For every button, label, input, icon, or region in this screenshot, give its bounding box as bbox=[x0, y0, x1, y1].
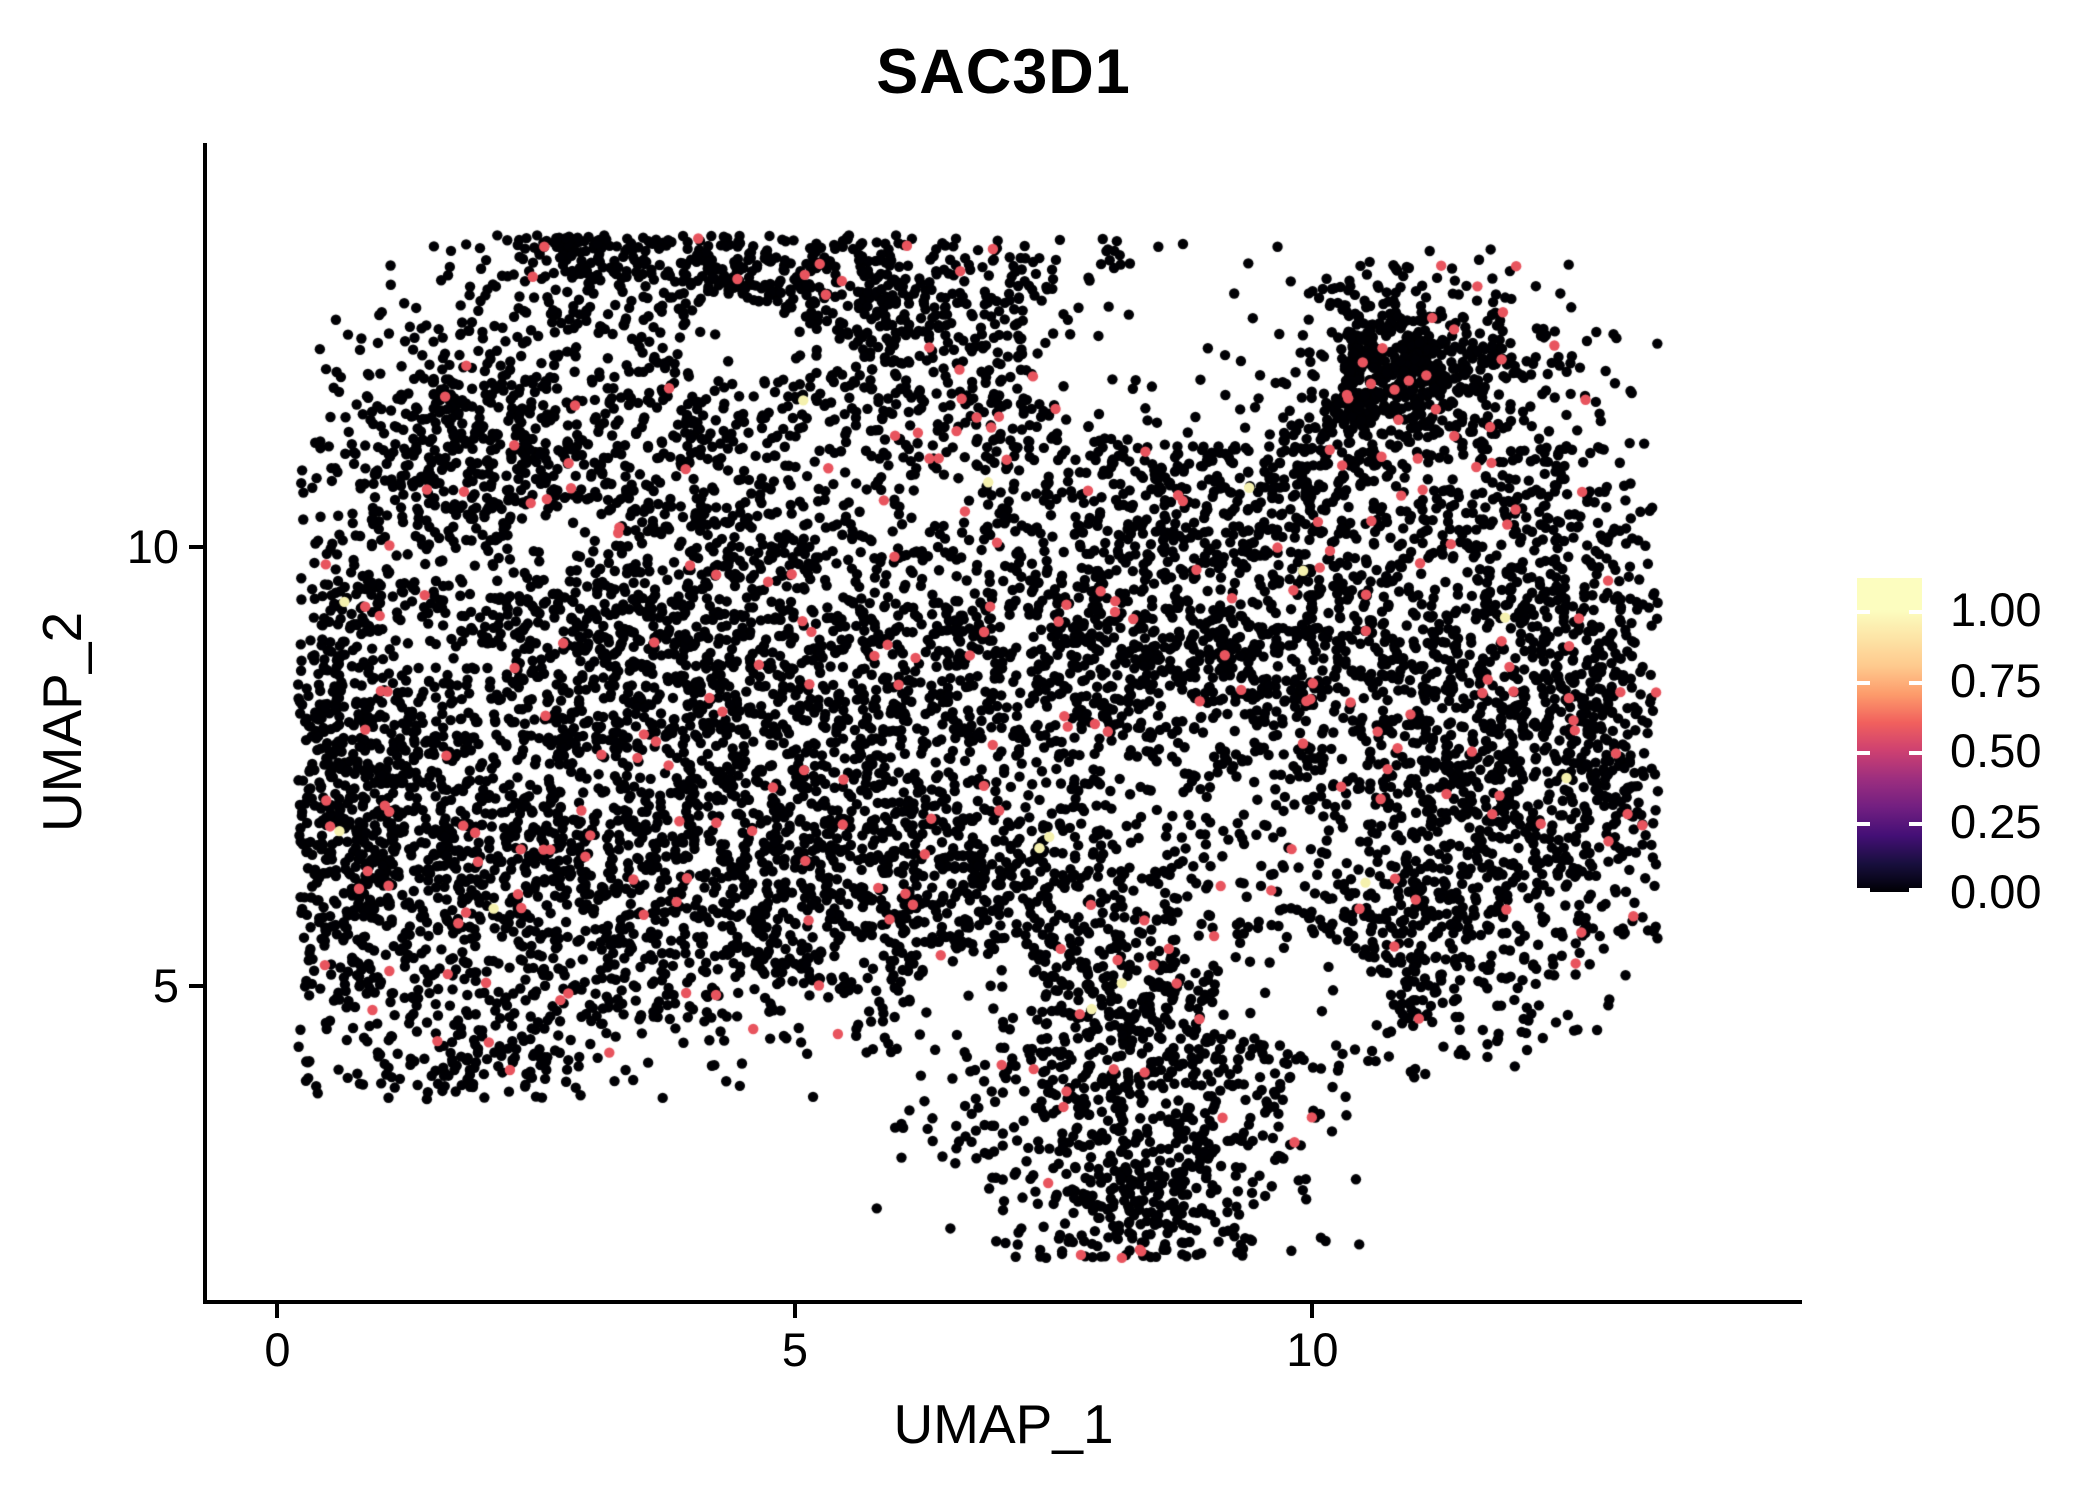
colorbar-label-0.50: 0.50 bbox=[1950, 724, 2042, 778]
colorbar-notch-0.00-r bbox=[1909, 888, 1922, 892]
colorbar-notch-0.75 bbox=[1857, 680, 1870, 685]
colorbar-notch-0.75-r bbox=[1909, 680, 1922, 685]
colorbar-notch-0.50-r bbox=[1909, 751, 1922, 755]
colorbar-label-0.00: 0.00 bbox=[1950, 865, 2042, 919]
y-tick-label-10: 10 bbox=[126, 520, 179, 574]
y-axis-title: UMAP_2 bbox=[31, 611, 93, 833]
x-tick-0 bbox=[275, 1304, 280, 1318]
y-tick-10 bbox=[189, 544, 203, 549]
x-tick-label-0: 0 bbox=[264, 1323, 291, 1376]
y-axis-line bbox=[203, 143, 207, 1304]
colorbar-label-1.00: 1.00 bbox=[1950, 583, 2042, 637]
colorbar-notch-1.00 bbox=[1857, 610, 1870, 615]
colorbar-gradient bbox=[1857, 578, 1922, 892]
x-tick-label-10: 10 bbox=[1286, 1323, 1339, 1376]
x-tick-10 bbox=[1310, 1304, 1315, 1318]
x-axis-title: UMAP_1 bbox=[893, 1393, 1114, 1455]
colorbar-notch-0.00 bbox=[1857, 888, 1870, 892]
colorbar-notch-1.00-r bbox=[1909, 610, 1922, 615]
y-tick-5 bbox=[189, 983, 203, 988]
colorbar-label-0.75: 0.75 bbox=[1950, 653, 2042, 707]
x-axis-line bbox=[203, 1300, 1802, 1304]
colorbar-notch-0.50 bbox=[1857, 751, 1870, 755]
x-tick-label-5: 5 bbox=[781, 1323, 809, 1376]
plot-title: SAC3D1 bbox=[876, 37, 1131, 107]
y-tick-label-5: 5 bbox=[152, 959, 179, 1013]
x-tick-5 bbox=[792, 1304, 797, 1318]
colorbar-notch-0.25 bbox=[1857, 821, 1870, 826]
colorbar-label-0.25: 0.25 bbox=[1950, 794, 2042, 848]
colorbar-notch-0.25-r bbox=[1909, 821, 1922, 826]
